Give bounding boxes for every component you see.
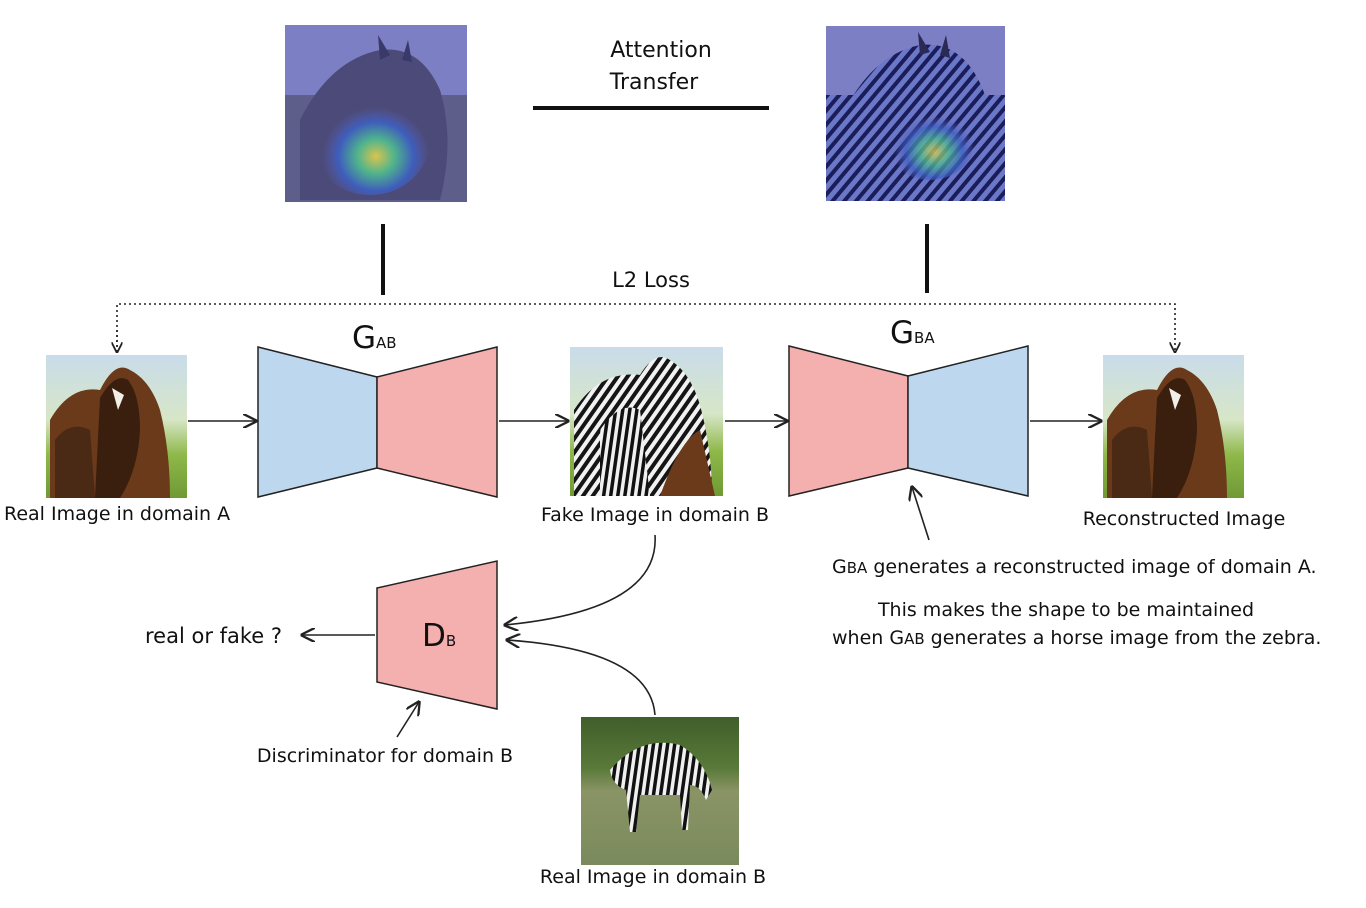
arrow-real-to-disc: [507, 640, 656, 716]
note-line1-sub: BA: [846, 559, 868, 577]
caption-disc-for-b: Discriminator for domain B: [256, 745, 514, 767]
l2-loss-label: L2 Loss: [612, 268, 690, 292]
reconstructed-image: [1103, 355, 1244, 498]
discriminator-b: [376, 560, 498, 710]
gab-decoder: [376, 346, 498, 498]
attention-map-zebra: [826, 26, 1005, 201]
attention-map-horse: [285, 25, 467, 202]
gba-label: GBA: [890, 315, 935, 351]
disc-label-sub: B: [445, 632, 457, 650]
gba-label-sub: BA: [914, 329, 935, 347]
note-line3-pre: when G: [832, 627, 905, 649]
disc-label: DB: [422, 618, 456, 654]
caption-real-or-fake: real or fake ?: [145, 624, 283, 648]
note-line2: This makes the shape to be maintained: [877, 599, 1255, 621]
generator-ba: [788, 345, 1029, 497]
gab-label-main: G: [352, 320, 377, 356]
note-line1: GBA generates a reconstructed image of d…: [832, 556, 1317, 578]
gab-label-sub: AB: [376, 334, 397, 352]
l2-loss-path: [116, 303, 1175, 352]
caption-reconstructed: Reconstructed Image: [1082, 508, 1286, 530]
caption-real-b: Real Image in domain B: [539, 866, 767, 888]
arrow-gba-annotation: [912, 487, 930, 541]
real-image-domain-b: [581, 717, 739, 865]
gab-label: GAB: [352, 320, 397, 356]
note-line3-sub: AB: [904, 630, 925, 648]
gba-encoder: [788, 345, 909, 497]
fake-image-domain-b: [570, 347, 723, 496]
note-line1-rest: generates a reconstructed image of domai…: [867, 556, 1317, 578]
attention-title-line2: Transfer: [609, 70, 699, 95]
real-image-domain-a: [46, 355, 187, 498]
caption-real-a: Real Image in domain A: [4, 503, 231, 525]
gab-encoder: [257, 346, 378, 498]
generator-ab: [257, 346, 498, 498]
arrow-fake-to-disc: [505, 534, 656, 625]
note-line1-g: G: [832, 556, 847, 578]
note-line3-rest: generates a horse image from the zebra.: [924, 627, 1322, 649]
attention-title-line1: Attention: [610, 38, 712, 63]
note-line3: when GAB generates a horse image from th…: [832, 627, 1321, 649]
arrow-disc-annotation: [396, 702, 419, 738]
gba-decoder: [907, 345, 1029, 497]
disc-label-main: D: [422, 618, 446, 654]
caption-fake-b: Fake Image in domain B: [540, 504, 770, 526]
gba-label-main: G: [890, 315, 915, 351]
